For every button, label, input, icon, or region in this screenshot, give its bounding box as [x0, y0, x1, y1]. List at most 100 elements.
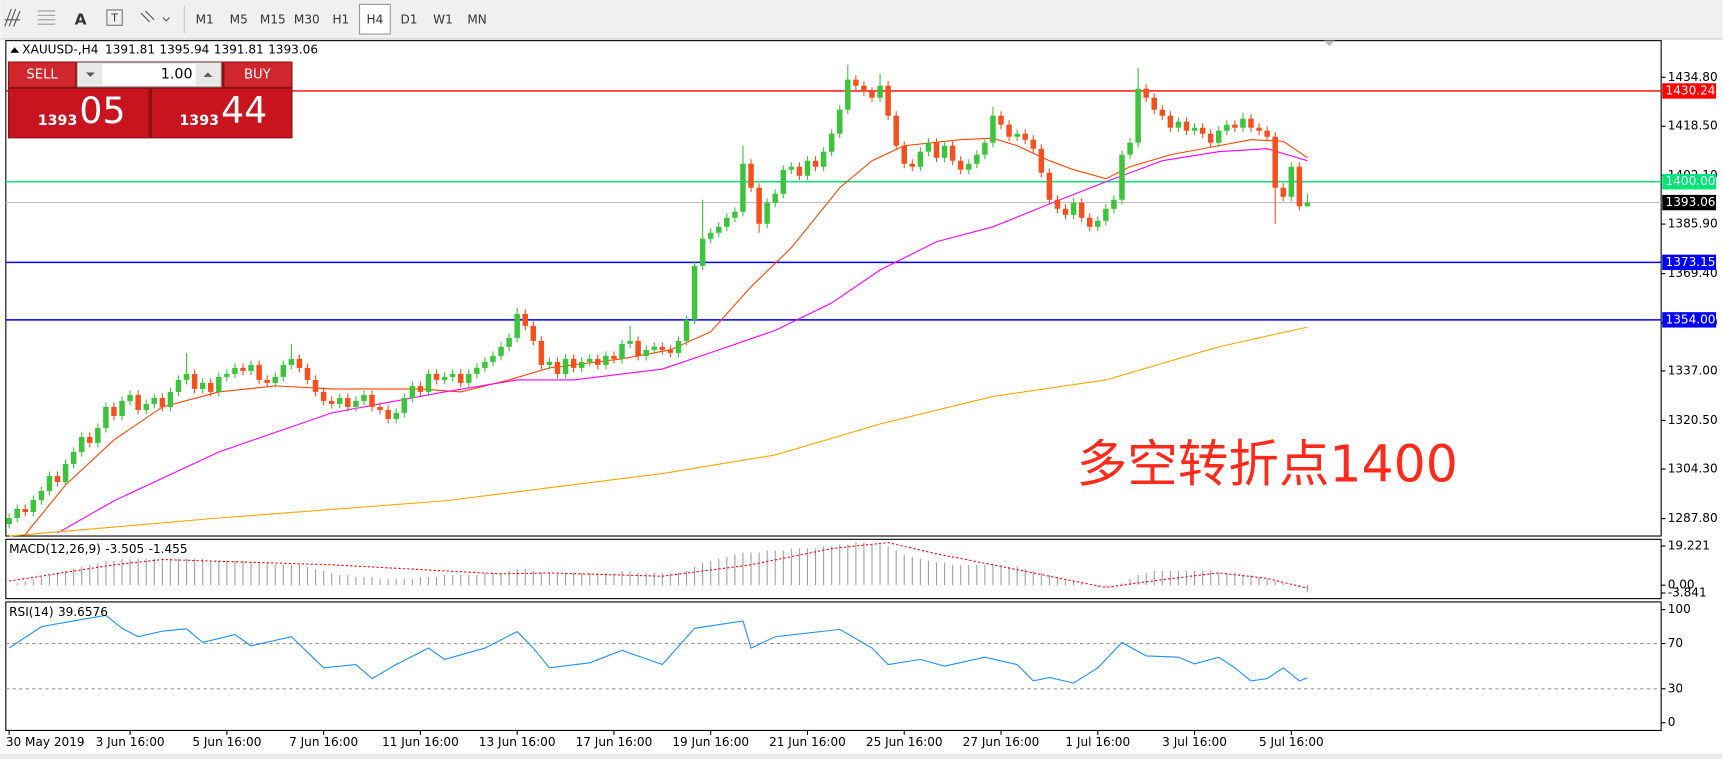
histogram-bar — [774, 550, 776, 586]
histogram-bar — [1056, 577, 1059, 586]
histogram-bar — [1000, 564, 1002, 586]
buy-label[interactable]: BUY — [244, 68, 272, 83]
candle-body — [562, 358, 569, 374]
histogram-bar — [556, 572, 559, 586]
timeframe-button[interactable]: H1 — [332, 12, 349, 26]
rsi-chart: 100 70 30 0 — [5, 602, 1691, 729]
timeframe-button[interactable]: H4 — [367, 12, 384, 26]
candle-body — [1078, 202, 1085, 218]
lot-value[interactable]: 1.00 — [161, 67, 193, 83]
candle-body — [1232, 124, 1238, 128]
histogram-bar — [355, 577, 357, 586]
trade-panel: SELL 1.00 BUY 1393 05 1393 44 — [8, 61, 293, 139]
candle-body — [1288, 166, 1295, 197]
candle-body — [699, 238, 706, 266]
candle-body — [272, 376, 278, 383]
timeframe-button[interactable]: D1 — [400, 12, 417, 26]
candle-body — [1006, 124, 1012, 137]
histogram-bar — [427, 577, 430, 586]
histogram-bar — [137, 558, 139, 586]
candle-body — [457, 373, 464, 383]
x-tick-label: 5 Jul 16:00 — [1259, 735, 1324, 749]
histogram-bar — [944, 562, 946, 586]
x-tick-label: 13 Jun 16:00 — [479, 735, 556, 749]
timeframe-button[interactable]: M5 — [230, 12, 248, 26]
candle-body — [828, 133, 835, 152]
histogram-bar — [1145, 572, 1147, 586]
candle-body — [578, 361, 585, 368]
level-label-box — [1662, 254, 1717, 271]
lines-icon[interactable] — [37, 10, 56, 25]
candle-body — [627, 340, 633, 344]
histogram-bar — [1250, 574, 1252, 586]
histogram-bar — [395, 579, 397, 586]
candle-body — [1022, 133, 1028, 140]
timeframe-button[interactable]: M1 — [196, 12, 214, 26]
candle-body — [248, 364, 254, 371]
timeframe-button[interactable]: MN — [467, 12, 486, 26]
histogram-bar — [685, 570, 688, 586]
level-label: 1354.00 — [1666, 312, 1716, 326]
candle-body — [1175, 121, 1182, 128]
text-tool[interactable]: A — [75, 10, 87, 28]
candle-body — [175, 379, 182, 392]
candle-body — [288, 358, 295, 365]
arrows-icon[interactable] — [140, 10, 170, 23]
histogram-bar — [621, 570, 623, 586]
chart-icon[interactable] — [4, 8, 21, 27]
histogram-bar — [871, 544, 873, 586]
timeframe-button[interactable]: M30 — [294, 12, 320, 26]
candle-body — [990, 115, 996, 143]
level-label: 1400.00 — [1666, 174, 1716, 188]
timeframe-button[interactable]: W1 — [433, 12, 453, 26]
textbox-icon[interactable] — [106, 9, 123, 26]
histogram-bar — [266, 562, 268, 586]
histogram-bar — [726, 556, 728, 586]
y-tick-label: 1434.80 — [1668, 70, 1718, 84]
histogram-bar — [250, 562, 252, 586]
candle-body — [6, 518, 12, 525]
histogram-bar — [992, 564, 994, 586]
candle-body — [764, 202, 770, 224]
histogram-bar — [1073, 581, 1075, 586]
candle-body — [1304, 202, 1311, 207]
y-tick-label: 70 — [1668, 636, 1683, 650]
histogram-bar — [48, 574, 51, 586]
histogram-bar — [677, 572, 680, 586]
macd-title: MACD(12,26,9) — [9, 542, 101, 556]
candle-body — [1272, 136, 1278, 188]
histogram-bar — [210, 560, 212, 586]
candle-body — [804, 160, 811, 176]
candle-body — [345, 397, 351, 407]
y-tick-label: -3.841 — [1668, 586, 1707, 600]
buy-button[interactable] — [224, 62, 292, 87]
histogram-bar — [637, 572, 639, 586]
indicator-line — [57, 148, 1308, 534]
x-tick-label: 30 May 2019 — [6, 735, 85, 749]
sell-button[interactable] — [9, 62, 76, 87]
histogram-bar — [452, 574, 454, 586]
candle-body — [119, 400, 125, 416]
histogram-bar — [379, 579, 381, 586]
buy-price-box[interactable] — [151, 88, 292, 138]
histogram-bar — [532, 570, 534, 586]
candle-body — [748, 163, 754, 188]
histogram-bar — [387, 579, 389, 586]
candle-body — [320, 391, 327, 401]
textbox-t: T — [110, 12, 118, 25]
histogram-bar — [1194, 570, 1196, 586]
sell-label[interactable]: SELL — [26, 68, 58, 83]
sell-price-box[interactable] — [9, 88, 149, 138]
candle-body — [466, 373, 472, 383]
candle-body — [1135, 88, 1141, 143]
histogram-bar — [1282, 583, 1284, 586]
histogram-bar — [460, 574, 462, 586]
candle-body — [772, 193, 778, 203]
candle-body — [522, 313, 528, 326]
timeframe-selected — [358, 3, 391, 35]
histogram-bar — [40, 577, 42, 586]
histogram-bar — [1226, 572, 1228, 586]
candle-body — [216, 376, 222, 392]
histogram-bar — [444, 574, 446, 586]
timeframe-button[interactable]: M15 — [260, 12, 286, 26]
